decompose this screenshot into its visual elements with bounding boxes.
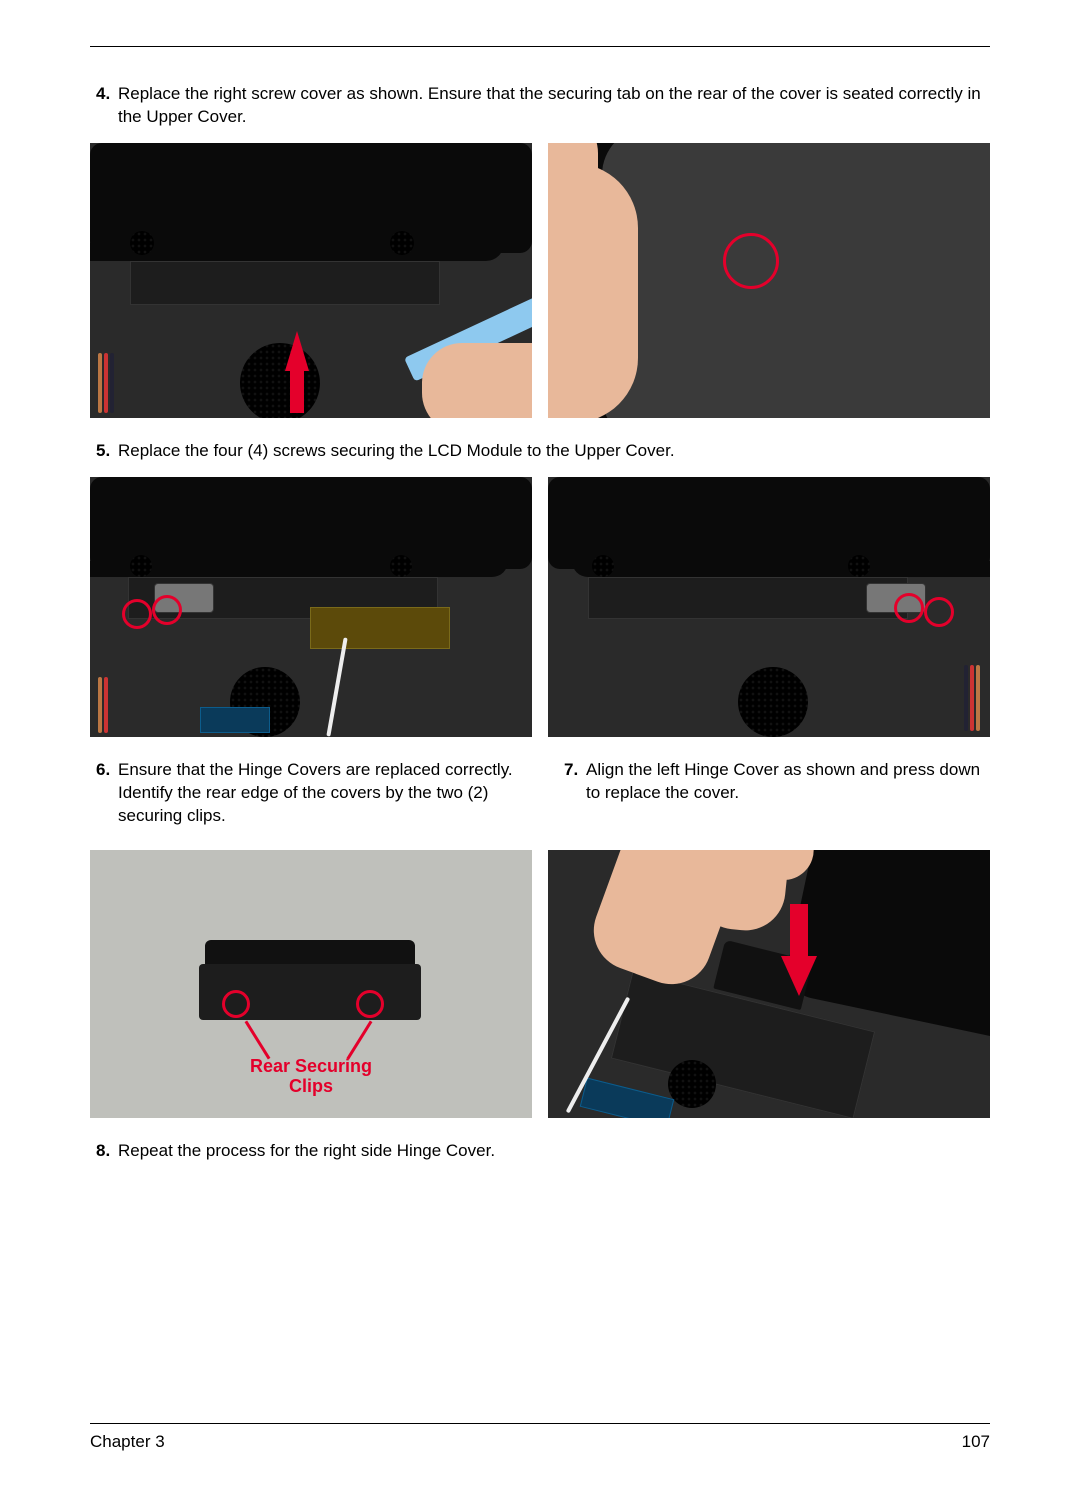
footer-page-number: 107 [962, 1432, 990, 1452]
step-4: 4. Replace the right screw cover as show… [90, 83, 990, 129]
rear-clips-line1: Rear Securing [250, 1056, 372, 1076]
figure-5-left [90, 477, 532, 737]
figure-7 [548, 850, 990, 1118]
step-4-number: 4. [90, 83, 118, 106]
step-7-number: 7. [558, 759, 586, 782]
document-page: 4. Replace the right screw cover as show… [0, 0, 1080, 1512]
red-circle-icon [723, 233, 779, 289]
figure-row-1 [90, 143, 990, 418]
red-down-arrow-icon [781, 956, 817, 996]
red-circle-icon [122, 599, 152, 629]
rule-bottom [90, 1423, 990, 1424]
step-7: 7. Align the left Hinge Cover as shown a… [558, 759, 990, 805]
page-footer: Chapter 3 107 [90, 1423, 990, 1452]
figure-row-3: Rear Securing Clips [90, 850, 990, 1118]
step-5-number: 5. [90, 440, 118, 463]
step-4-text: Replace the right screw cover as shown. … [118, 83, 990, 129]
step-6: 6. Ensure that the Hinge Covers are repl… [90, 759, 522, 828]
footer-chapter: Chapter 3 [90, 1432, 165, 1452]
step-6-7-row: 6. Ensure that the Hinge Covers are repl… [90, 759, 990, 840]
step-5: 5. Replace the four (4) screws securing … [90, 440, 990, 463]
rear-clips-caption: Rear Securing Clips [90, 1056, 532, 1097]
step-8-text: Repeat the process for the right side Hi… [118, 1140, 990, 1163]
red-circle-icon [222, 990, 250, 1018]
step-5-text: Replace the four (4) screws securing the… [118, 440, 990, 463]
red-circle-icon [152, 595, 182, 625]
figure-4-left [90, 143, 532, 418]
step-6-text: Ensure that the Hinge Covers are replace… [118, 759, 522, 828]
step-7-text: Align the left Hinge Cover as shown and … [586, 759, 990, 805]
rear-clips-line2: Clips [289, 1076, 333, 1096]
figure-row-2 [90, 477, 990, 737]
figure-4-right [548, 143, 990, 418]
step-6-number: 6. [90, 759, 118, 782]
figure-6: Rear Securing Clips [90, 850, 532, 1118]
figure-5-right [548, 477, 990, 737]
red-circle-icon [894, 593, 924, 623]
step-8: 8. Repeat the process for the right side… [90, 1140, 990, 1163]
rule-top [90, 46, 990, 47]
red-circle-icon [356, 990, 384, 1018]
step-8-number: 8. [90, 1140, 118, 1163]
red-circle-icon [924, 597, 954, 627]
